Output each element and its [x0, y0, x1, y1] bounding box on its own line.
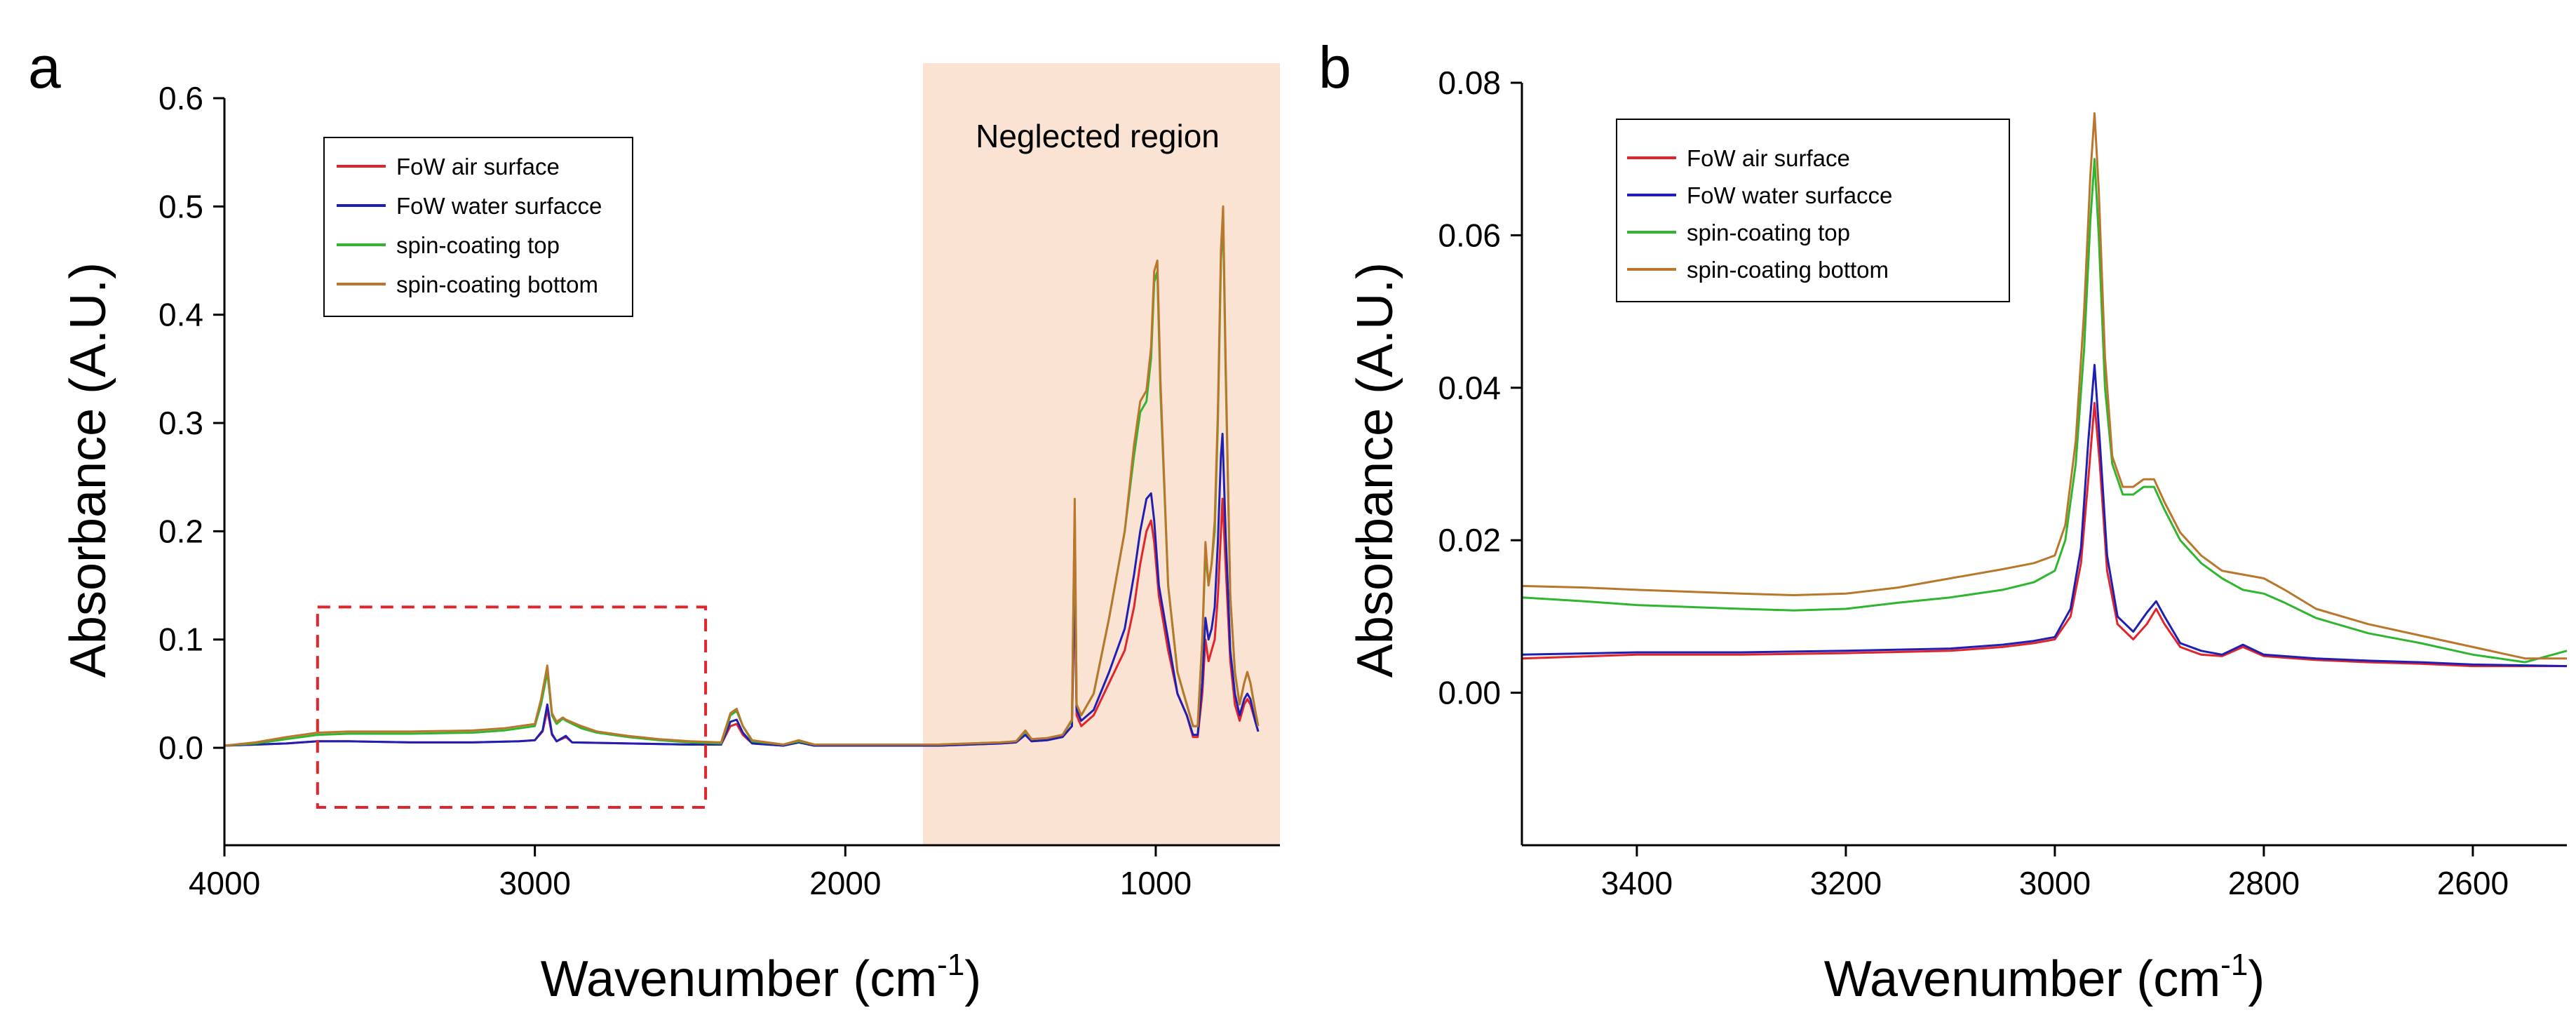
x-tick-label-a-2: 2000	[809, 865, 881, 901]
x-axis-title-a: Wavenumber (cm-1)	[541, 948, 982, 1007]
legend-a-label-air: FoW air surface	[396, 154, 560, 180]
series-line-a-3	[224, 205, 1260, 747]
x-axis-title-a-main: Wavenumber (cm	[541, 951, 937, 1007]
legend-b-frame	[1616, 119, 2010, 302]
panel-a-letter: a	[28, 34, 61, 100]
y-tick-label-b-1: 0.02	[1438, 522, 1501, 558]
series-line-b-0	[1521, 402, 2567, 668]
legend-b: FoW air surface FoW water surfacce spin-…	[1616, 119, 2010, 302]
y-tick-label-b-2: 0.04	[1438, 370, 1501, 406]
legend-b-label-bottom: spin-coating bottom	[1687, 257, 1889, 283]
series-group-a	[224, 205, 1260, 747]
legend-a: FoW air surface FoW water surfacce spin-…	[323, 137, 633, 317]
series-line-b-3	[1521, 112, 2567, 660]
y-tick-label-b-3: 0.06	[1438, 217, 1501, 253]
x-axis-title-a-close: )	[964, 951, 981, 1007]
x-axis-title-a-sup: -1	[937, 948, 964, 982]
series-line-b-1	[1521, 363, 2568, 668]
panel-a: a Neglected region 4000 3000 2000 1000 0.0 0.…	[28, 34, 1280, 1007]
legend-b-label-water: FoW water surfacce	[1687, 182, 1892, 208]
legend-a-label-water: FoW water surfacce	[396, 193, 602, 219]
y-tick-label-a-1: 0.1	[159, 621, 203, 658]
x-tick-label-a-1: 3000	[499, 865, 570, 901]
ticks-a: 4000 3000 2000 1000 0.0 0.1 0.2 0.3 0.4 0.5 0.6	[159, 80, 1192, 901]
y-tick-label-b-4: 0.08	[1438, 65, 1501, 101]
x-tick-label-b-4: 2600	[2437, 865, 2509, 901]
y-axis-title-a: Absorbance (A.U.)	[60, 262, 116, 678]
legend-b-label-top: spin-coating top	[1687, 220, 1850, 246]
legend-b-label-air: FoW air surface	[1687, 145, 1850, 171]
ticks-b: 3400 3200 3000 2800 2600 0.00 0.02 0.04 0.06 0.08	[1438, 65, 2509, 901]
x-axis-title-b-sup: -1	[2220, 948, 2248, 982]
y-tick-label-a-3: 0.3	[159, 405, 203, 441]
y-tick-label-a-5: 0.5	[159, 188, 203, 224]
y-tick-label-a-4: 0.4	[159, 297, 203, 333]
series-line-a-1	[224, 433, 1260, 747]
series-line-b-2	[1521, 158, 2568, 664]
y-tick-label-a-6: 0.6	[159, 80, 203, 116]
x-tick-label-b-3: 2800	[2228, 865, 2300, 901]
y-tick-label-b-0: 0.00	[1438, 675, 1501, 711]
panel-b: b 3400 3200 3000 2800 2600 0.00 0.02 0.04 0.06 0.…	[1319, 34, 2568, 1007]
x-axis-title-b-main: Wavenumber (cm	[1824, 951, 2220, 1007]
x-tick-label-a-0: 4000	[189, 865, 260, 901]
neglected-region-label: Neglected region	[976, 118, 1220, 154]
y-tick-label-a-0: 0.0	[159, 729, 203, 766]
y-tick-label-a-2: 0.2	[159, 513, 203, 549]
x-axis-title-b: Wavenumber (cm-1)	[1824, 948, 2265, 1007]
x-axis-title-b-close: )	[2248, 951, 2265, 1007]
x-tick-label-b-2: 3000	[2019, 865, 2091, 901]
series-group-b	[1521, 112, 2568, 668]
y-axis-title-b: Absorbance (A.U.)	[1347, 262, 1403, 678]
panel-b-letter: b	[1319, 34, 1351, 100]
legend-a-label-top: spin-coating top	[396, 232, 560, 258]
x-tick-label-b-1: 3200	[1810, 865, 1882, 901]
x-tick-label-a-3: 1000	[1120, 865, 1192, 901]
x-tick-label-b-0: 3400	[1601, 865, 1673, 901]
legend-a-label-bottom: spin-coating bottom	[396, 271, 598, 297]
zoom-box	[316, 605, 708, 809]
